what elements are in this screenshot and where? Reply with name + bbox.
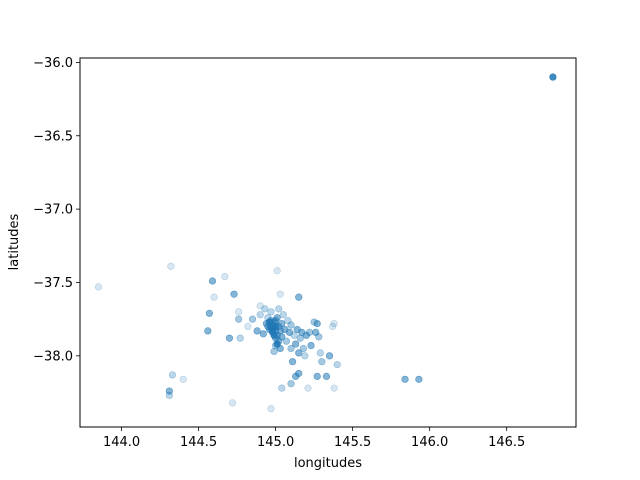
scatter-point (285, 328, 294, 336)
scatter-point (205, 309, 213, 317)
scatter-point (270, 347, 278, 356)
scatter-point (330, 319, 338, 328)
scatter-point (267, 405, 275, 413)
scatter-point (287, 380, 295, 388)
scatter-point (272, 322, 280, 331)
scatter-point (279, 311, 287, 319)
scatter-point (292, 372, 300, 380)
scatter-point (315, 333, 323, 341)
scatter-point (299, 344, 307, 353)
scatter-point (307, 341, 315, 350)
scatter-point (295, 349, 303, 357)
x-axis-label: longitudes (294, 456, 362, 471)
scatter-point (549, 73, 557, 81)
scatter-point (301, 352, 309, 360)
x-axis-ticks: 144.0 144.5 145.0 145.5 146.0 146.5 (103, 427, 525, 450)
scatter-point (278, 384, 286, 392)
scatter-point (288, 358, 297, 366)
plot-frame (79, 57, 577, 428)
scatter-point (228, 399, 237, 407)
y-axis-label: latitudes (7, 213, 22, 270)
x-tick-label: 144.0 (103, 435, 140, 450)
x-tick-label: 146.0 (411, 435, 448, 450)
x-tick-label: 146.5 (488, 435, 525, 450)
scatter-point (273, 267, 281, 275)
scatter-point (225, 334, 234, 342)
points-layer (94, 73, 557, 413)
scatter-point (276, 290, 284, 298)
scatter-point (273, 340, 281, 348)
scatter-point (275, 305, 283, 313)
scatter-point (330, 384, 338, 392)
scatter-point (179, 375, 187, 383)
scatter-point (236, 334, 244, 342)
scatter-point (253, 327, 261, 335)
scatter-point (221, 273, 229, 281)
scatter-point (204, 327, 212, 335)
plot-area (80, 58, 576, 427)
y-tick-label: −37.0 (33, 203, 73, 218)
scatter-point (235, 308, 243, 316)
scatter-point (295, 293, 303, 301)
scatter-point (333, 361, 341, 369)
scatter-point (401, 375, 409, 383)
x-tick-label: 144.5 (180, 435, 217, 450)
scatter-point (290, 331, 298, 339)
scatter-point (287, 344, 295, 353)
y-tick-label: −38.0 (33, 349, 73, 364)
scatter-point (265, 318, 274, 326)
scatter-point (244, 322, 252, 331)
scatter-point (210, 293, 218, 301)
scatter-point (325, 352, 334, 360)
scatter-point (278, 319, 286, 328)
scatter-point (415, 375, 423, 383)
y-tick-label: −36.0 (33, 56, 73, 71)
scatter-point (282, 337, 291, 345)
scatter-point (94, 283, 103, 291)
x-tick-label: 145.0 (257, 435, 294, 450)
scatter-point (165, 387, 173, 395)
scatter-point (208, 277, 217, 285)
scatter-point (248, 315, 257, 323)
scatter-point (230, 290, 238, 298)
scatter-point (329, 322, 337, 331)
scatter-point (318, 358, 326, 366)
scatter-point (316, 349, 324, 357)
scatter-point (322, 372, 331, 380)
scatter-point (313, 372, 321, 380)
x-tick-label: 145.5 (334, 435, 371, 450)
scatter-point (278, 333, 286, 341)
scatter-point (235, 315, 243, 323)
scatter-point (273, 314, 281, 322)
scatter-point (270, 331, 278, 339)
y-axis-ticks: −36.0 −36.5 −37.0 −37.5 −38.0 (33, 56, 80, 364)
scatter-point (168, 371, 177, 379)
scatter-point (304, 384, 312, 392)
scatter-point (292, 340, 300, 348)
scatter-point (259, 330, 267, 338)
scatter-point (287, 321, 295, 329)
y-tick-label: −36.5 (33, 129, 73, 144)
scatter-point (261, 305, 269, 313)
scatter-point (256, 311, 264, 319)
scatter-point (256, 302, 264, 310)
scatter-point (165, 391, 173, 400)
scatter-point (305, 328, 314, 336)
scatter-point (267, 308, 275, 316)
scatter-point (167, 262, 175, 270)
scatter-point (296, 334, 304, 342)
scatter-point (313, 319, 321, 328)
y-tick-label: −37.5 (33, 276, 73, 291)
